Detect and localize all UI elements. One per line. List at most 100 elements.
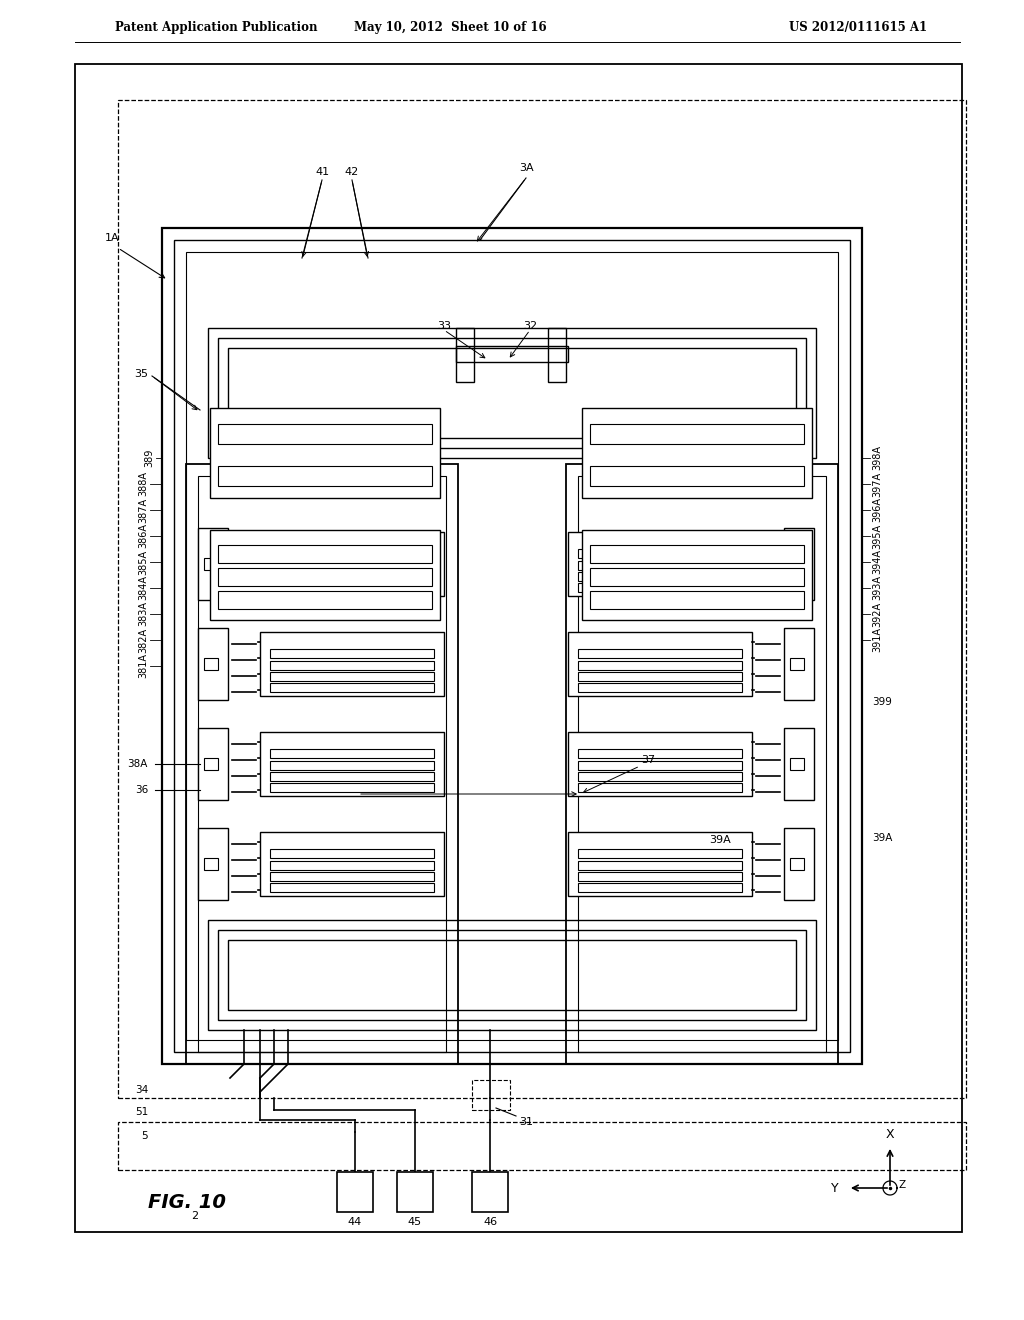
- Text: 386A: 386A: [138, 524, 148, 549]
- Text: 3A: 3A: [519, 162, 534, 173]
- Bar: [218, 568, 432, 586]
- Text: 45: 45: [408, 1217, 422, 1228]
- Text: 392A: 392A: [872, 602, 882, 627]
- Text: 388A: 388A: [138, 471, 148, 496]
- Bar: [270, 561, 434, 570]
- Bar: [270, 672, 434, 681]
- Text: 38A: 38A: [128, 759, 148, 770]
- Text: 389: 389: [144, 449, 154, 467]
- Text: 31: 31: [519, 1117, 534, 1127]
- Text: 36: 36: [135, 785, 148, 795]
- Bar: [578, 561, 742, 570]
- Bar: [578, 849, 742, 858]
- Bar: [228, 940, 796, 1010]
- Bar: [270, 549, 434, 558]
- Bar: [198, 477, 446, 1052]
- Bar: [218, 931, 806, 1020]
- Bar: [260, 632, 444, 696]
- Bar: [218, 338, 806, 447]
- Text: 33: 33: [437, 321, 451, 331]
- Bar: [590, 568, 804, 586]
- Bar: [790, 758, 804, 770]
- Bar: [578, 760, 742, 770]
- Bar: [790, 558, 804, 570]
- Text: Z: Z: [898, 1180, 905, 1191]
- Bar: [198, 628, 228, 700]
- Bar: [270, 871, 434, 880]
- Text: US 2012/0111615 A1: US 2012/0111615 A1: [788, 21, 927, 34]
- Bar: [578, 572, 742, 581]
- Bar: [270, 750, 434, 759]
- Bar: [590, 545, 804, 564]
- Text: 387A: 387A: [138, 498, 148, 523]
- Bar: [590, 424, 804, 444]
- Bar: [270, 682, 434, 692]
- Text: 39A: 39A: [872, 833, 892, 843]
- Text: 393A: 393A: [872, 576, 882, 601]
- Bar: [260, 532, 444, 597]
- Bar: [578, 672, 742, 681]
- Bar: [578, 871, 742, 880]
- Bar: [210, 408, 440, 498]
- Bar: [270, 849, 434, 858]
- Text: 397A: 397A: [872, 471, 882, 496]
- Bar: [456, 327, 474, 381]
- Text: Patent Application Publication: Patent Application Publication: [115, 21, 317, 34]
- Text: Y: Y: [831, 1181, 839, 1195]
- Bar: [186, 465, 458, 1064]
- Bar: [578, 583, 742, 591]
- Bar: [790, 858, 804, 870]
- Bar: [208, 327, 816, 458]
- Bar: [260, 733, 444, 796]
- Bar: [568, 532, 752, 597]
- Text: May 10, 2012  Sheet 10 of 16: May 10, 2012 Sheet 10 of 16: [353, 21, 547, 34]
- Bar: [578, 861, 742, 870]
- Text: 32: 32: [523, 321, 537, 331]
- Bar: [784, 729, 814, 800]
- Bar: [578, 883, 742, 892]
- Bar: [270, 760, 434, 770]
- Text: FIG. 10: FIG. 10: [148, 1192, 226, 1212]
- Bar: [270, 572, 434, 581]
- Bar: [204, 858, 218, 870]
- Bar: [270, 783, 434, 792]
- Bar: [472, 1172, 508, 1212]
- Bar: [204, 758, 218, 770]
- Bar: [198, 729, 228, 800]
- Bar: [118, 100, 966, 1098]
- Text: 51: 51: [135, 1107, 148, 1117]
- Bar: [578, 549, 742, 558]
- Text: 42: 42: [345, 168, 359, 177]
- Bar: [198, 828, 228, 900]
- Bar: [270, 649, 434, 659]
- Bar: [270, 861, 434, 870]
- Bar: [578, 783, 742, 792]
- Bar: [578, 649, 742, 659]
- Text: 44: 44: [348, 1217, 362, 1228]
- Bar: [582, 531, 812, 620]
- Bar: [118, 1122, 966, 1170]
- Text: 37: 37: [641, 755, 655, 766]
- Bar: [578, 682, 742, 692]
- Text: 1A: 1A: [104, 234, 120, 243]
- Text: 5: 5: [141, 1131, 148, 1140]
- Text: 383A: 383A: [138, 602, 148, 627]
- Bar: [186, 252, 838, 1040]
- Bar: [548, 327, 566, 381]
- Bar: [218, 424, 432, 444]
- Text: 399: 399: [872, 697, 892, 708]
- Bar: [270, 772, 434, 781]
- Bar: [578, 477, 826, 1052]
- Bar: [578, 750, 742, 759]
- Bar: [218, 545, 432, 564]
- Bar: [784, 528, 814, 601]
- Text: 385A: 385A: [138, 549, 148, 574]
- Bar: [784, 628, 814, 700]
- Bar: [270, 883, 434, 892]
- Bar: [472, 1080, 510, 1110]
- Bar: [210, 531, 440, 620]
- Bar: [566, 465, 838, 1064]
- Bar: [204, 558, 218, 570]
- Bar: [397, 1172, 433, 1212]
- Text: X: X: [886, 1127, 894, 1140]
